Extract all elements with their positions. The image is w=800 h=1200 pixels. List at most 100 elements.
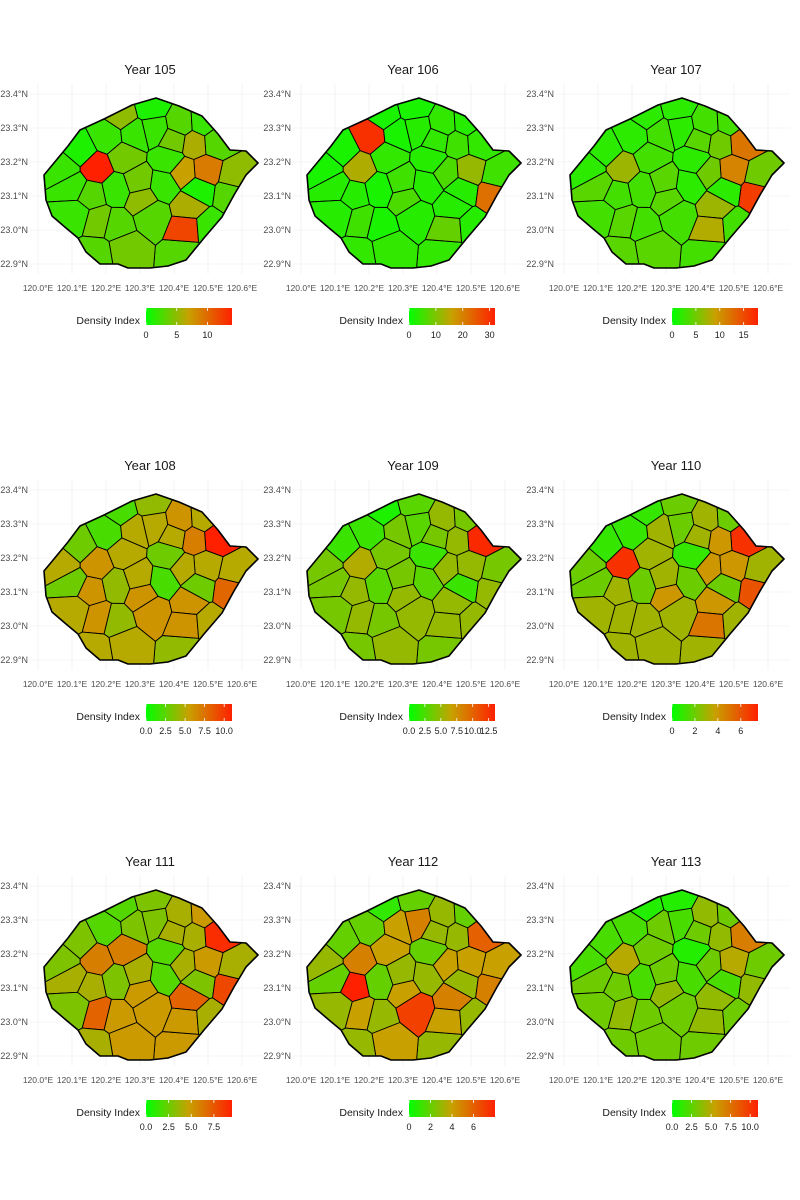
- lon-tick-label: 120.2°E: [354, 283, 385, 293]
- lat-tick-label: 23.2°N: [263, 157, 291, 167]
- panel-title: Year 105: [124, 62, 176, 77]
- lat-tick-label: 22.9°N: [526, 1051, 554, 1061]
- legend-tick-label: 10.0: [464, 726, 482, 736]
- lat-tick-label: 23.0°N: [263, 621, 291, 631]
- lat-tick-label: 23.0°N: [263, 1017, 291, 1027]
- lat-tick-label: 23.3°N: [263, 123, 291, 133]
- legend-tick-label: 0: [406, 1122, 411, 1132]
- lon-tick-label: 120.0°E: [23, 283, 54, 293]
- lat-tick-label: 23.4°N: [263, 881, 291, 891]
- legend-title: Density Index: [76, 315, 140, 327]
- lat-tick-label: 22.9°N: [526, 259, 554, 269]
- lon-tick-label: 120.0°E: [549, 283, 580, 293]
- region-outline: [43, 493, 259, 665]
- district-region: [169, 551, 196, 587]
- lon-tick-label: 120.6°E: [490, 283, 521, 293]
- region-outline: [569, 493, 785, 665]
- legend-colorbar: [146, 1100, 232, 1117]
- legend-colorbar: [672, 308, 758, 325]
- legend-tick-label: 5.0: [435, 726, 448, 736]
- map-panel: Year 108 22.9°N 23.0°N 23.1°N 23.2°N 23.3°N 23…: [0, 458, 264, 736]
- lon-tick-label: 120.3°E: [388, 679, 419, 689]
- lon-tick-label: 120.0°E: [23, 1075, 54, 1085]
- lat-tick-label: 23.4°N: [526, 89, 554, 99]
- legend-colorbar: [146, 308, 232, 325]
- lat-tick-label: 23.3°N: [0, 915, 28, 925]
- legend-title: Density Index: [76, 1107, 140, 1119]
- lon-tick-label: 120.4°E: [159, 1075, 190, 1085]
- district-region: [605, 150, 641, 184]
- lon-tick-label: 120.3°E: [125, 679, 156, 689]
- legend-title: Density Index: [339, 711, 403, 723]
- lon-tick-label: 120.3°E: [125, 283, 156, 293]
- district-region: [81, 996, 112, 1031]
- district-region: [695, 155, 722, 191]
- lat-tick-label: 23.2°N: [526, 553, 554, 563]
- legend-tick-label: 7.5: [208, 1122, 221, 1132]
- panel-title: Year 107: [650, 62, 702, 77]
- lat-tick-label: 22.9°N: [0, 259, 28, 269]
- lat-tick-label: 23.0°N: [263, 225, 291, 235]
- district-region: [122, 556, 154, 590]
- legend-tick-label: 0: [669, 726, 674, 736]
- lat-tick-label: 23.0°N: [0, 621, 28, 631]
- district-region: [605, 942, 641, 976]
- lon-tick-label: 120.0°E: [23, 679, 54, 689]
- panel-title: Year 112: [388, 854, 439, 869]
- map-panel: Year 109 22.9°N 23.0°N 23.1°N 23.2°N 23.3°N 23…: [263, 458, 527, 736]
- legend-title: Density Index: [602, 315, 666, 327]
- lat-tick-label: 23.4°N: [263, 485, 291, 495]
- lon-tick-label: 120.3°E: [651, 1075, 682, 1085]
- region-outline: [569, 889, 785, 1061]
- legend-tick-label: 7.5: [724, 1122, 737, 1132]
- map-panel: Year 110 22.9°N 23.0°N 23.1°N 23.2°N 23.3°N 23…: [526, 458, 790, 736]
- legend-colorbar: [409, 704, 495, 721]
- district-region: [385, 952, 417, 986]
- map-panel: Year 105 22.9°N 23.0°N 23.1°N 23.2°N 23.3°N 23…: [0, 62, 264, 340]
- district-region: [342, 942, 378, 976]
- legend-tick-label: 6: [738, 726, 743, 736]
- lat-tick-label: 23.1°N: [526, 587, 554, 597]
- map-panel: Year 112 22.9°N 23.0°N 23.1°N 23.2°N 23.3°N 23…: [263, 854, 527, 1132]
- lat-tick-label: 22.9°N: [0, 655, 28, 665]
- lat-tick-label: 23.3°N: [263, 915, 291, 925]
- legend-tick-label: 2.5: [159, 726, 172, 736]
- lat-tick-label: 23.3°N: [526, 519, 554, 529]
- district-region: [169, 155, 196, 191]
- panel-title: Year 106: [387, 62, 439, 77]
- legend-tick-label: 2: [692, 726, 697, 736]
- lat-tick-label: 23.0°N: [0, 1017, 28, 1027]
- district-region: [695, 947, 722, 983]
- panel-title: Year 109: [387, 458, 439, 473]
- lon-tick-label: 120.3°E: [651, 283, 682, 293]
- lon-tick-label: 120.1°E: [583, 1075, 614, 1085]
- legend-colorbar: [409, 308, 495, 325]
- district-region: [169, 947, 196, 983]
- district-region: [344, 204, 375, 239]
- district-region: [79, 546, 115, 580]
- lon-tick-label: 120.5°E: [719, 1075, 750, 1085]
- region-outline: [43, 97, 259, 269]
- lon-tick-label: 120.4°E: [422, 283, 453, 293]
- lon-tick-label: 120.6°E: [227, 679, 258, 689]
- district-region: [81, 600, 112, 635]
- lat-tick-label: 23.0°N: [526, 1017, 554, 1027]
- lon-tick-label: 120.5°E: [193, 1075, 224, 1085]
- legend-tick-label: 10.0: [215, 726, 233, 736]
- map-panel: Year 111 22.9°N 23.0°N 23.1°N 23.2°N 23.3°N 23…: [0, 854, 264, 1132]
- lon-tick-label: 120.5°E: [193, 679, 224, 689]
- district-region: [607, 600, 638, 635]
- legend-tick-label: 7.5: [451, 726, 464, 736]
- lon-tick-label: 120.6°E: [753, 679, 784, 689]
- region-outline: [43, 889, 259, 1061]
- lat-tick-label: 23.2°N: [0, 949, 28, 959]
- lat-tick-label: 23.3°N: [263, 519, 291, 529]
- lon-tick-label: 120.5°E: [456, 679, 487, 689]
- legend-tick-label: 5.0: [705, 1122, 718, 1132]
- district-region: [344, 996, 375, 1031]
- lat-tick-label: 23.2°N: [263, 949, 291, 959]
- district-region: [79, 150, 115, 184]
- panel-title: Year 111: [125, 854, 175, 869]
- legend-tick-label: 0.0: [666, 1122, 679, 1132]
- lat-tick-label: 23.2°N: [0, 157, 28, 167]
